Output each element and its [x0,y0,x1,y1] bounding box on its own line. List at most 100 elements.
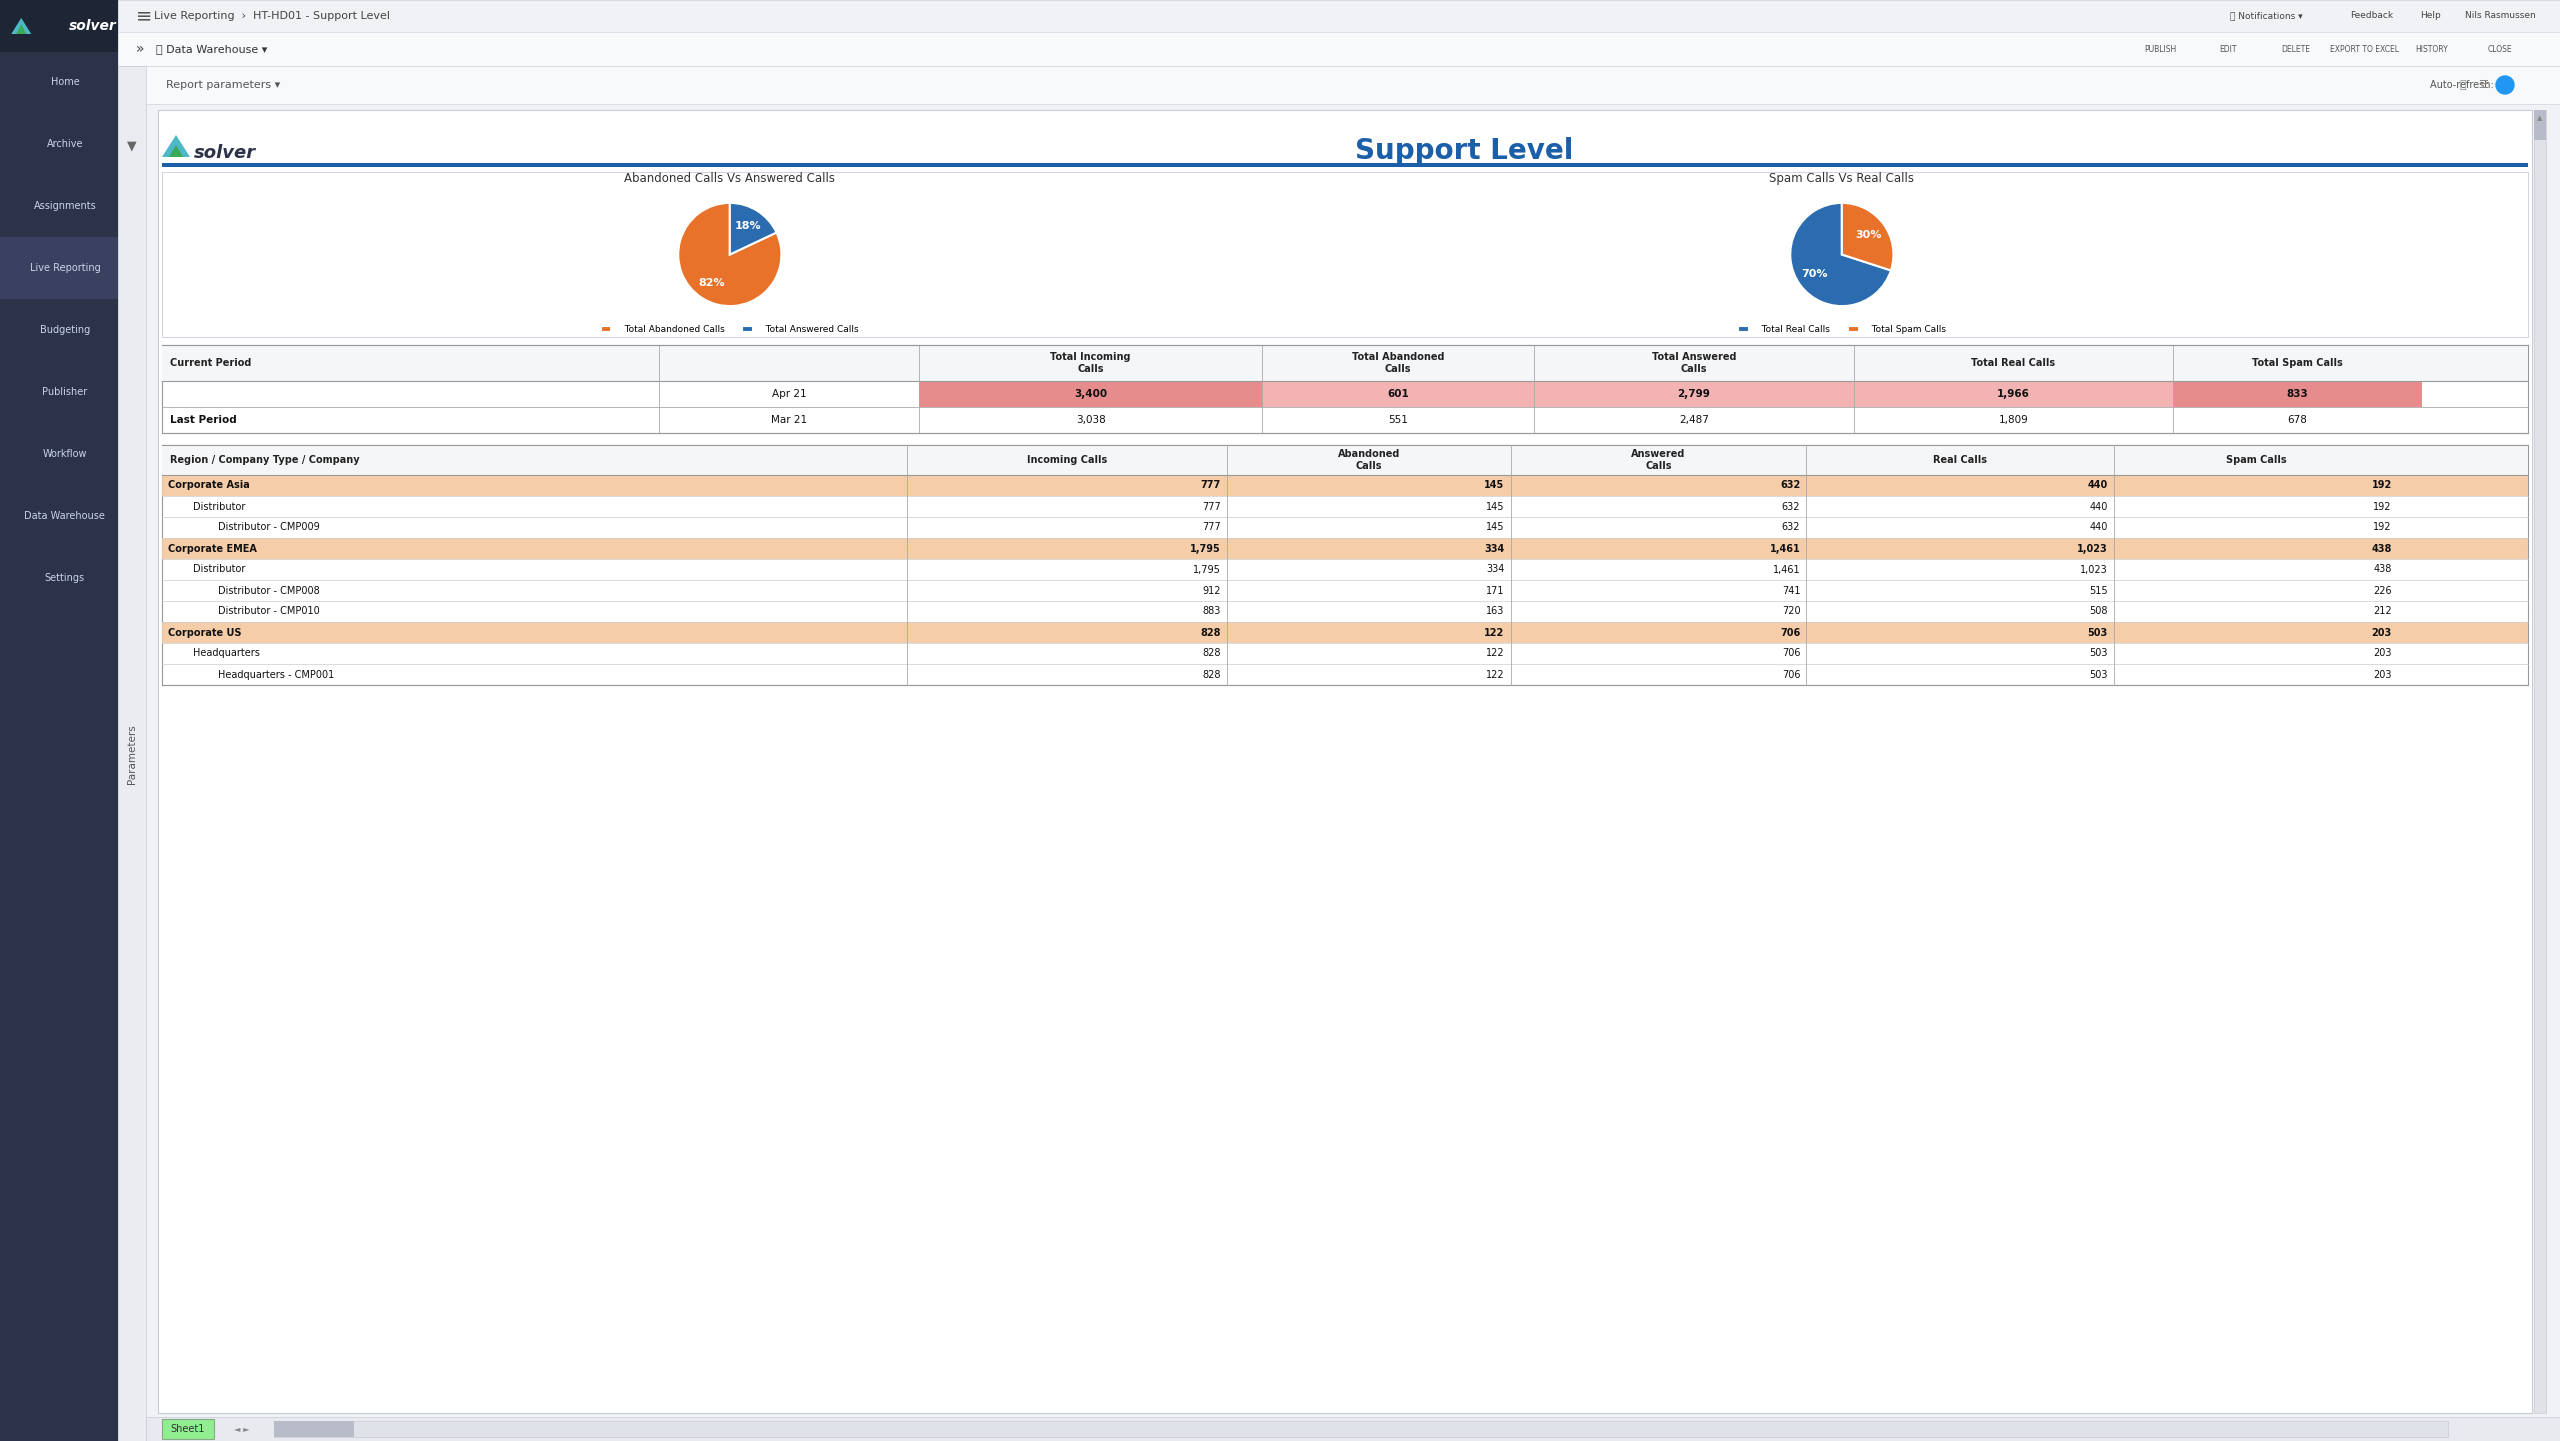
Text: Archive: Archive [46,138,82,148]
Text: ☰: ☰ [2478,81,2488,89]
Bar [161,171,2529,337]
Bar [118,0,2560,32]
Bar [0,0,118,52]
Text: 440: 440 [2089,523,2107,533]
Text: 515: 515 [2089,585,2107,595]
Bar [2534,110,2547,1414]
Text: Total Abandoned
Calls: Total Abandoned Calls [1352,352,1444,373]
Text: 171: 171 [1487,585,1505,595]
Text: Last Period: Last Period [169,415,236,425]
Text: Auto-refresh: Off: Auto-refresh: Off [2429,81,2511,89]
Bar [118,66,146,1441]
Text: Budgeting: Budgeting [41,326,90,334]
Bar [161,344,2529,380]
Text: 3,038: 3,038 [1075,415,1106,425]
Text: Sheet1: Sheet1 [172,1424,205,1434]
Text: Distributor - CMP009: Distributor - CMP009 [218,523,320,533]
Legend:   Total Abandoned Calls,   Total Answered Calls: Total Abandoned Calls, Total Answered Ca… [596,321,863,337]
Bar [2534,110,2547,140]
Bar [161,623,2529,643]
Text: Answered
Calls: Answered Calls [1631,450,1684,471]
Text: 706: 706 [1782,670,1800,680]
Text: 632: 632 [1779,480,1800,490]
Text: Publisher: Publisher [44,388,87,398]
Text: 1,023: 1,023 [2076,543,2107,553]
Title: Abandoned Calls Vs Answered Calls: Abandoned Calls Vs Answered Calls [625,171,835,184]
Text: 2,799: 2,799 [1677,389,1710,399]
Text: 777: 777 [1203,501,1221,512]
Text: 601: 601 [1388,389,1408,399]
Text: 226: 226 [2373,585,2391,595]
Polygon shape [10,17,31,35]
Text: Mar 21: Mar 21 [771,415,806,425]
Text: 145: 145 [1485,480,1505,490]
Text: 438: 438 [2373,565,2391,575]
Text: ◄ ►: ◄ ► [233,1425,251,1434]
Text: 334: 334 [1485,543,1505,553]
Bar [118,32,2560,66]
Text: 🖥 Data Warehouse ▾: 🖥 Data Warehouse ▾ [156,45,266,53]
Text: Abandoned
Calls: Abandoned Calls [1336,450,1400,471]
Text: Workflow: Workflow [44,450,87,460]
Text: 777: 777 [1203,523,1221,533]
Text: 203: 203 [2371,627,2391,637]
Text: 720: 720 [1782,607,1800,617]
Text: 163: 163 [1487,607,1505,617]
Bar [0,0,118,1441]
Text: 706: 706 [1779,627,1800,637]
Text: 741: 741 [1782,585,1800,595]
Legend:   Total Real Calls,   Total Spam Calls: Total Real Calls, Total Spam Calls [1733,321,1951,337]
Bar [1262,380,1533,406]
Text: 1,461: 1,461 [1772,565,1800,575]
Text: 30%: 30% [1856,229,1882,239]
Text: 1,809: 1,809 [1999,415,2028,425]
Text: Feedback: Feedback [2350,12,2394,20]
Text: Region / Company Type / Company: Region / Company Type / Company [169,455,358,465]
Bar [161,445,2529,684]
Text: 334: 334 [1487,565,1505,575]
Text: Report parameters ▾: Report parameters ▾ [166,81,279,89]
Text: Live Reporting  ›  HT-HD01 - Support Level: Live Reporting › HT-HD01 - Support Level [154,12,389,22]
Text: 145: 145 [1487,501,1505,512]
Text: Current Period: Current Period [169,357,251,367]
Text: 440: 440 [2089,501,2107,512]
Wedge shape [1841,203,1894,271]
Text: Headquarters - CMP001: Headquarters - CMP001 [218,670,335,680]
Text: 706: 706 [1782,648,1800,659]
Polygon shape [15,24,26,35]
Bar [161,163,2529,167]
Bar [146,1417,2560,1441]
Text: 1,966: 1,966 [1997,389,2030,399]
Bar [0,236,118,298]
Text: ▲: ▲ [2537,115,2542,121]
Text: 828: 828 [1203,648,1221,659]
Bar [1533,380,1853,406]
Text: 1,023: 1,023 [2081,565,2107,575]
Text: 632: 632 [1782,501,1800,512]
Text: 70%: 70% [1802,269,1828,280]
Text: Distributor: Distributor [192,565,246,575]
Text: solver: solver [195,144,256,161]
Text: 🔔 Notifications ▾: 🔔 Notifications ▾ [2230,12,2301,20]
Text: 145: 145 [1487,523,1505,533]
Text: Incoming Calls: Incoming Calls [1027,455,1106,465]
Text: ≡: ≡ [136,7,154,26]
Text: Spam Calls: Spam Calls [2225,455,2286,465]
Text: PUBLISH: PUBLISH [2143,45,2176,53]
Text: 503: 503 [2089,670,2107,680]
Polygon shape [161,135,189,157]
Text: 192: 192 [2373,523,2391,533]
Bar [161,1419,215,1440]
Text: Assignments: Assignments [33,200,97,210]
Text: HISTORY: HISTORY [2417,45,2447,53]
Text: 18%: 18% [735,220,760,231]
Text: 632: 632 [1782,523,1800,533]
Text: 192: 192 [2373,501,2391,512]
Text: 503: 503 [2089,627,2107,637]
Wedge shape [1789,203,1892,305]
Bar [274,1421,353,1437]
Title: Spam Calls Vs Real Calls: Spam Calls Vs Real Calls [1769,171,1915,184]
Text: 122: 122 [1485,670,1505,680]
Text: Total Answered
Calls: Total Answered Calls [1651,352,1736,373]
Text: Distributor - CMP008: Distributor - CMP008 [218,585,320,595]
